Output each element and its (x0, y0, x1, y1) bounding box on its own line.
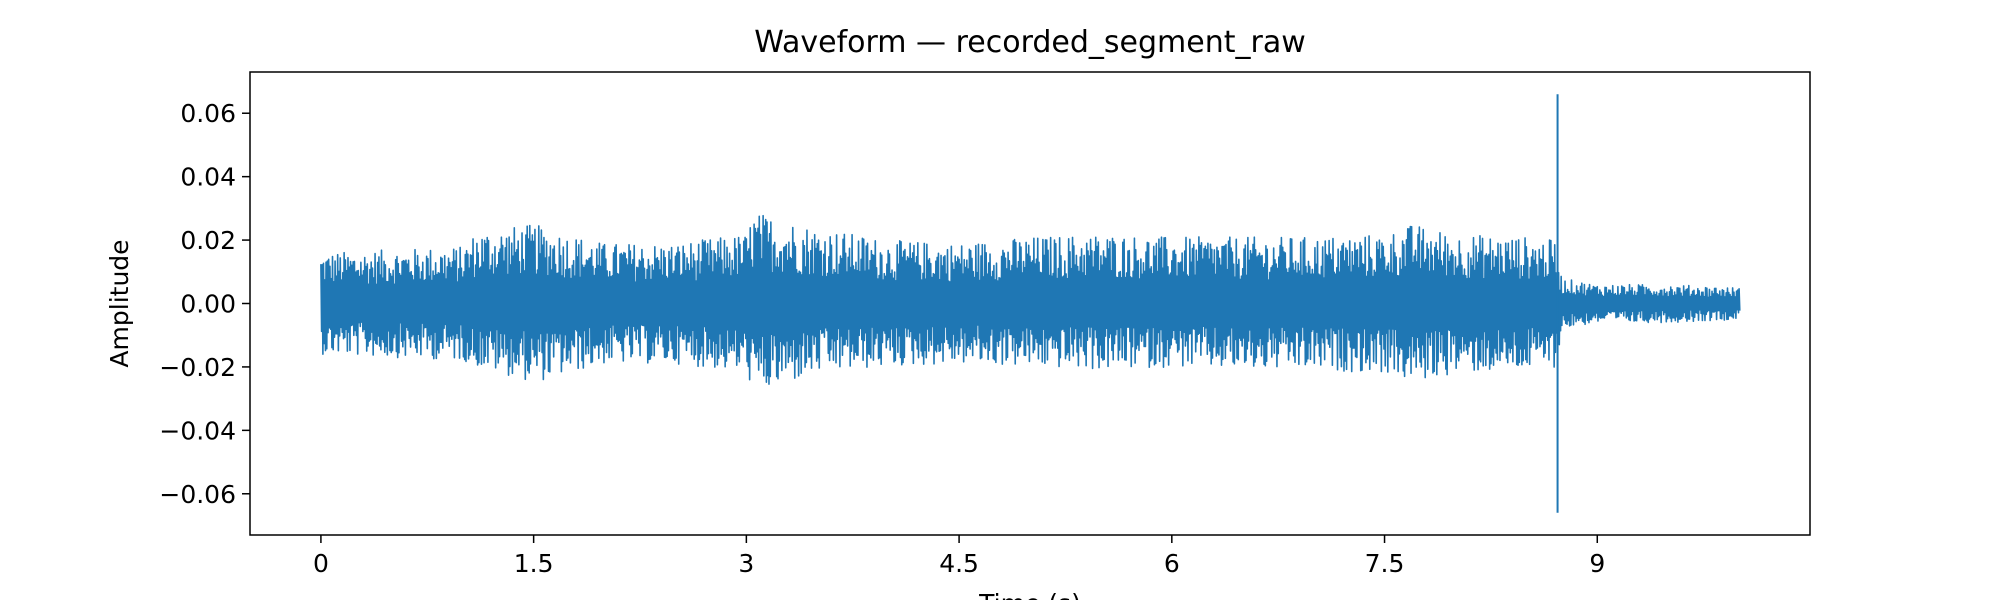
y-tick-label: −0.02 (159, 353, 236, 382)
x-tick-label: 7.5 (1365, 549, 1405, 578)
x-tick-label: 1.5 (514, 549, 554, 578)
y-tick-label: −0.04 (159, 416, 236, 445)
plot-area (321, 94, 1740, 513)
y-tick-label: 0.00 (180, 290, 236, 319)
x-tick-label: 0 (313, 549, 329, 578)
chart-title: Waveform — recorded_segment_raw (754, 25, 1306, 60)
waveform-trace (321, 216, 1740, 384)
x-tick-label: 4.5 (939, 549, 979, 578)
y-tick-label: 0.04 (180, 163, 236, 192)
x-tick-label: 9 (1589, 549, 1605, 578)
x-axis: 0 1.5 3 4.5 6 7.5 9 (313, 535, 1605, 578)
y-axis: 0.06 0.04 0.02 0.00 −0.02 −0.04 −0.06 (159, 99, 250, 509)
y-tick-label: 0.02 (180, 226, 236, 255)
x-axis-label: Time (s) (978, 589, 1081, 600)
y-tick-label: 0.06 (180, 99, 236, 128)
x-tick-label: 3 (738, 549, 754, 578)
y-axis-label: Amplitude (105, 239, 134, 367)
x-tick-label: 6 (1164, 549, 1180, 578)
y-tick-label: −0.06 (159, 480, 236, 509)
